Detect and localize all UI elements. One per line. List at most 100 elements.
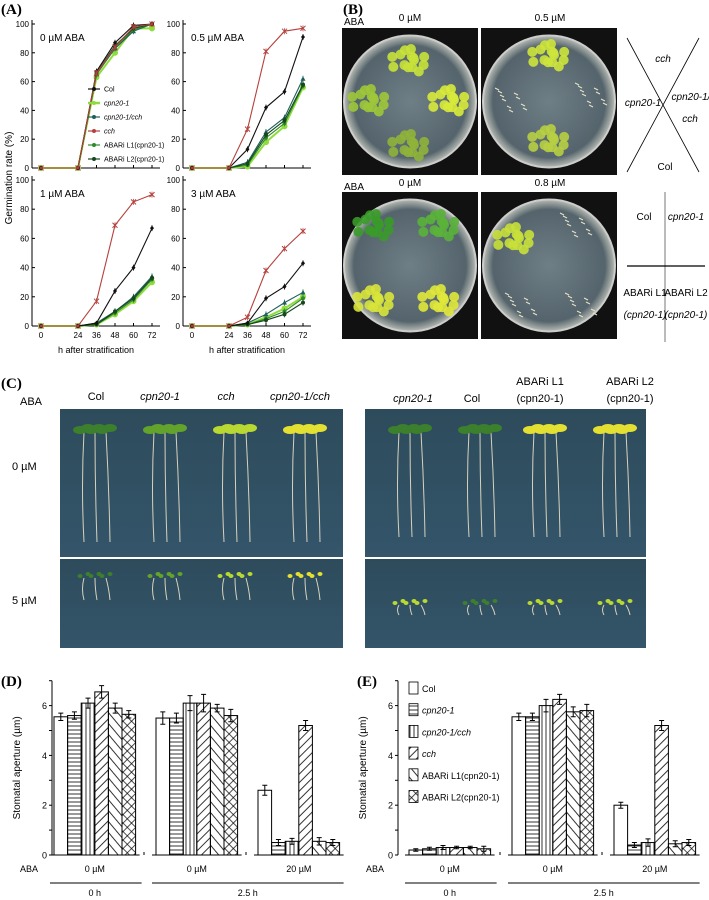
- seedling-group: [462, 599, 498, 616]
- layout-cch: cch: [655, 54, 671, 65]
- seedling-cluster: [500, 227, 511, 238]
- germinating-seed: [602, 102, 608, 106]
- seedling-cluster: [535, 44, 546, 55]
- data-point: [150, 225, 154, 231]
- seedling-cluster: [383, 224, 394, 235]
- y-tick-label: 4: [42, 751, 47, 761]
- seedling-cluster: [448, 299, 459, 310]
- seedling-group: [147, 572, 183, 601]
- germinating-seed: [579, 89, 585, 93]
- seedling-cluster: [547, 57, 558, 68]
- root: [544, 431, 548, 538]
- legend-marker: [92, 115, 96, 119]
- seedling-cluster: [371, 291, 382, 302]
- petri-dish-photo-2: [342, 192, 478, 339]
- root: [152, 577, 155, 601]
- data-point: [282, 300, 287, 305]
- root: [555, 604, 561, 616]
- bar-abari-l2-cpn20-1-: [223, 715, 239, 856]
- seedling-cluster: [425, 289, 436, 300]
- error-bar: [173, 712, 179, 724]
- root: [479, 431, 483, 538]
- seedling-cluster: [418, 301, 429, 312]
- germination-y-axis-label: Germination rate (%): [4, 132, 15, 225]
- y-tick-label: 40: [20, 264, 29, 273]
- data-point: [149, 21, 155, 27]
- root: [82, 577, 85, 601]
- germinating-seed: [581, 93, 587, 97]
- error-bar: [71, 711, 77, 720]
- bar-cpn20-1: [67, 715, 82, 856]
- legend-label: Col: [422, 684, 436, 694]
- seedling-column-label: ABARi L2: [606, 376, 654, 388]
- seedling-cluster: [559, 46, 570, 57]
- y-tick-label: 100: [16, 20, 30, 29]
- bar-cch: [94, 691, 109, 856]
- cotyledon: [488, 424, 502, 432]
- cotyledon: [549, 601, 555, 605]
- root: [625, 431, 631, 538]
- germinating-seed: [574, 82, 580, 86]
- series-line-cch: [41, 23, 153, 169]
- series-line-cch: [192, 27, 304, 169]
- bar-col: [511, 716, 527, 856]
- root: [222, 577, 225, 601]
- seedling-cluster: [492, 229, 503, 240]
- root: [602, 604, 605, 616]
- plate-aba-label-top: ABA: [344, 17, 364, 28]
- bar-col: [53, 716, 69, 856]
- panel-label-a: (A): [1, 2, 22, 18]
- grid-col: Col: [636, 212, 651, 223]
- root: [152, 431, 155, 543]
- seedling-cluster: [458, 99, 469, 110]
- y-tick-label: 20: [20, 135, 29, 144]
- cotyledon: [228, 574, 234, 578]
- time-label: 0 h: [89, 888, 102, 898]
- error-bar: [214, 703, 220, 713]
- error-bar: [467, 845, 473, 850]
- germinating-seed: [593, 87, 599, 91]
- error-bar: [330, 839, 336, 847]
- root: [164, 431, 168, 543]
- germinating-seed: [566, 223, 572, 227]
- bar-col: [155, 717, 171, 856]
- error-bar: [570, 706, 576, 718]
- germinating-seed: [585, 301, 591, 305]
- legend-swatch: [408, 790, 419, 803]
- error-bar: [303, 720, 309, 731]
- seedling-cluster: [436, 216, 447, 227]
- seedling-group: [73, 424, 117, 543]
- germinating-seed: [588, 104, 594, 108]
- error-bar: [160, 711, 166, 725]
- germinating-seed: [518, 314, 524, 318]
- cotyledon: [287, 574, 293, 578]
- cotyledon: [77, 574, 83, 578]
- seedling-cluster: [348, 101, 359, 112]
- y-axis-label: Stomatal aperture (µm): [358, 716, 369, 819]
- seedling-cluster: [395, 134, 406, 145]
- germinating-seed: [497, 90, 503, 94]
- germinating-seed: [595, 91, 601, 95]
- seedling-group: [597, 599, 633, 616]
- germinating-seed: [525, 301, 531, 305]
- seedling-cluster: [449, 216, 460, 227]
- legend-swatch: [408, 768, 419, 782]
- root: [532, 431, 535, 538]
- seedling-cluster: [449, 291, 460, 302]
- data-point: [112, 44, 118, 50]
- seedling-cluster: [528, 141, 539, 152]
- root: [304, 431, 308, 543]
- root: [245, 577, 251, 601]
- seedling-cluster: [419, 136, 430, 147]
- germinating-seed: [586, 100, 592, 104]
- germinating-seed: [511, 303, 517, 307]
- root: [234, 431, 238, 543]
- seedling-cluster: [436, 291, 447, 302]
- root: [614, 604, 618, 616]
- root: [94, 577, 98, 601]
- data-point: [282, 118, 287, 123]
- germinating-seed: [507, 295, 513, 299]
- panel-label-d: (D): [1, 674, 22, 690]
- data-point: [131, 265, 136, 271]
- y-tick-label: 0: [42, 851, 47, 861]
